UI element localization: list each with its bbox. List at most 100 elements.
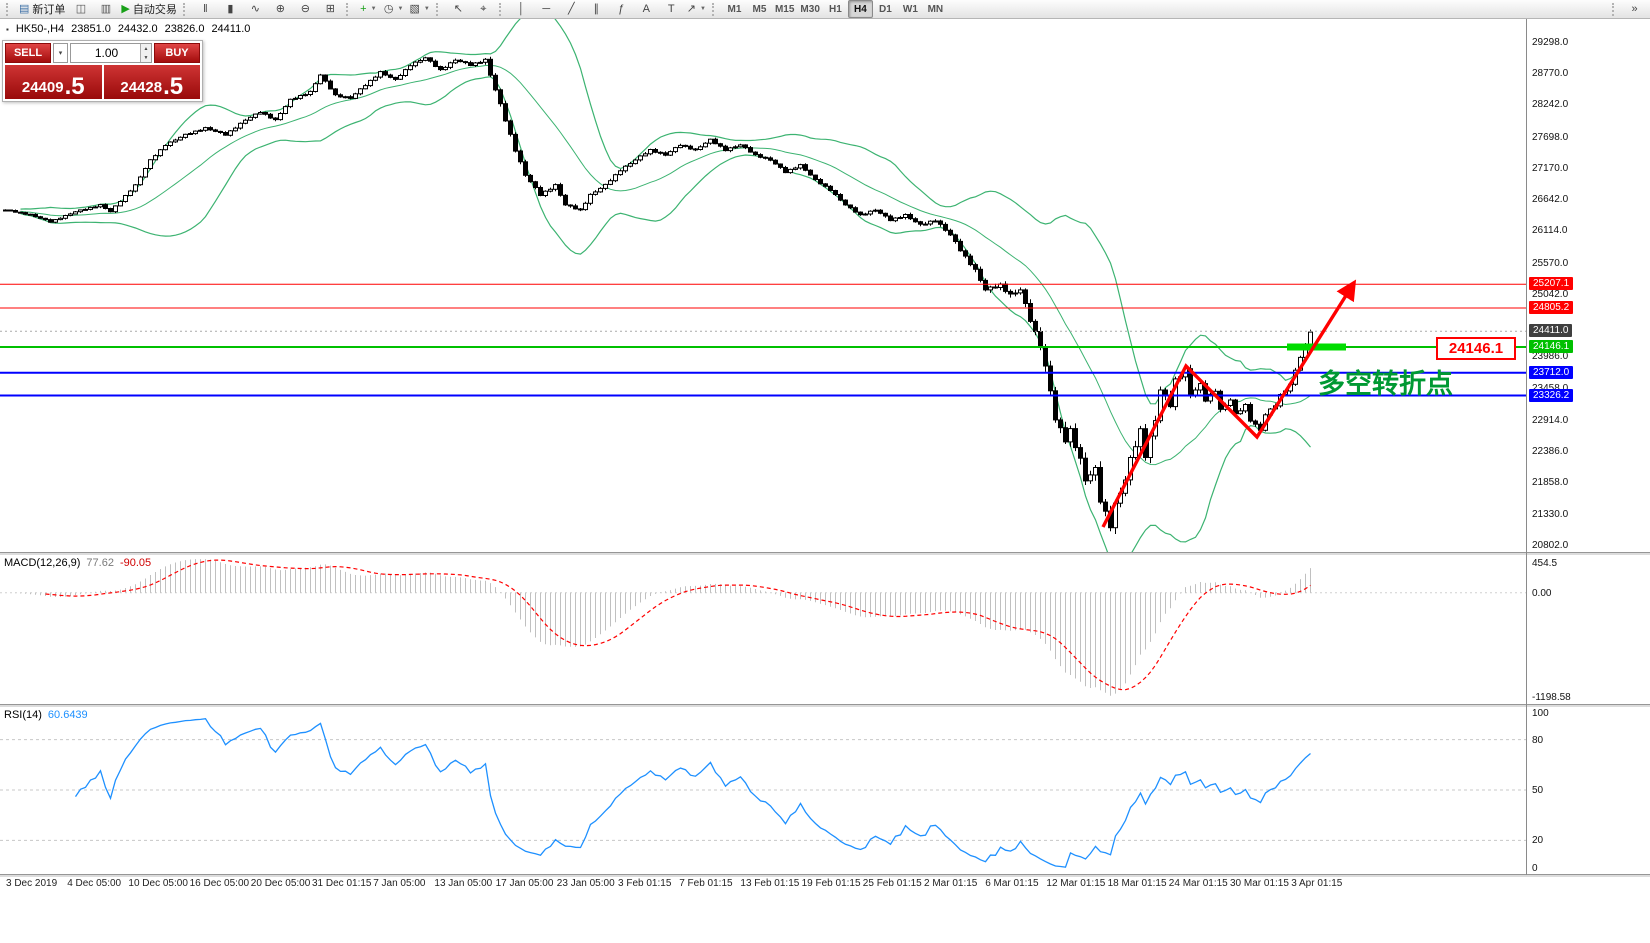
text-tool-icon: A — [642, 2, 650, 15]
channel-tool-button[interactable]: ∥ — [584, 0, 609, 18]
volume-field: ▲ ▼ — [70, 43, 152, 63]
bar-chart-button[interactable]: ‖ — [193, 0, 218, 18]
macd-label: MACD(12,26,9) 77.62 -90.05 — [4, 557, 151, 569]
text-tool-button[interactable]: A — [634, 0, 659, 18]
rsi-axis-tick: 0 — [1532, 863, 1538, 874]
price-axis-tick: 27698.0 — [1532, 131, 1569, 143]
symbol-ohlc-header: ▪ HK50-,H4 23851.0 24432.0 23826.0 24411… — [6, 23, 250, 35]
crosshair-tool-button[interactable]: ⌖ — [471, 0, 496, 18]
tf-w1-button[interactable]: W1 — [898, 0, 923, 18]
line-chart-button[interactable]: ∿ — [243, 0, 268, 18]
tf-m1-button[interactable]: M1 — [722, 0, 747, 18]
tf-m5-button[interactable]: M5 — [747, 0, 772, 18]
rsi-axis-tick: 100 — [1532, 708, 1549, 719]
main-chart-canvas[interactable]: 24146.1 多空转折点 — [0, 19, 1526, 552]
zoom-out-button[interactable]: ⊖ — [293, 0, 318, 18]
tf-h1-button-label: H1 — [828, 3, 842, 15]
price-axis-tick: 23986.0 — [1532, 351, 1569, 363]
price-scale-divider — [1526, 19, 1527, 875]
rsi-axis-tick: 20 — [1532, 835, 1544, 847]
zoom-in-button[interactable]: ⊕ — [268, 0, 293, 18]
market-watch-button[interactable]: ▥ — [93, 0, 118, 18]
chevron-down-icon: ▼ — [370, 6, 377, 12]
time-axis[interactable]: 3 Dec 2019 4 Dec 05:00 10 Dec 05:00 16 Dec … — [0, 876, 1650, 893]
panel-divider[interactable] — [0, 552, 1650, 555]
vertical-line-tool-button[interactable]: │ — [509, 0, 534, 18]
price-axis-tick: 29298.0 — [1532, 36, 1569, 48]
candlestick-chart-button[interactable]: ▮ — [218, 0, 243, 18]
toolbar-overflow-button[interactable]: » — [1622, 0, 1647, 18]
periods-button[interactable]: ◷ ▼ — [381, 0, 407, 18]
tile-windows-button[interactable]: ⊞ — [318, 0, 343, 18]
time-axis-label: 23 Jan 05:00 — [556, 878, 615, 889]
arrows-tool-button[interactable]: ↗ ▼ — [684, 0, 709, 18]
time-axis-label: 12 Mar 01:15 — [1046, 878, 1106, 889]
macd-signal-value: -90.05 — [119, 557, 152, 569]
chevron-down-icon: ▼ — [700, 6, 706, 12]
symbol-bullet-icon: ▪ — [6, 24, 9, 34]
new-order-button[interactable]: ▤ 新订单 — [16, 0, 68, 18]
toolbar: ▤ 新订单 ◫ ▥ ▶ 自动交易 ‖ ▮ ∿ ⊕ ⊖ ⊞ + ▼ ◷ ▼ ▧ ▼ ↖ ⌖ │ ─ ╱ ∥ ƒ A T ↗ ▼ M1 M5 M1… — [0, 0, 1650, 19]
panel-divider[interactable] — [0, 704, 1650, 707]
tf-mn-button[interactable]: MN — [923, 0, 948, 18]
price-axis-tick: 27170.0 — [1532, 162, 1569, 174]
templates-icon: ▧ — [409, 2, 420, 15]
indicators-button[interactable]: + ▼ — [356, 0, 381, 18]
sell-button[interactable]: SELL — [5, 43, 51, 63]
tf-m30-button-label: M30 — [800, 3, 820, 15]
time-axis-label: 4 Dec 05:00 — [67, 878, 122, 889]
tf-m30-button[interactable]: M30 — [797, 0, 822, 18]
horizontal-line-tool-button[interactable]: ─ — [534, 0, 559, 18]
bar-low-value: 23826.0 — [164, 23, 205, 35]
tf-h1-button[interactable]: H1 — [823, 0, 848, 18]
buy-price-display[interactable]: 24428.5 — [103, 65, 200, 99]
bar-close-value: 24411.0 — [211, 23, 251, 35]
price-scale[interactable]: 29298.0 28770.0 28242.0 27698.0 27170.0 26642… — [1528, 19, 1650, 875]
volume-up-button[interactable]: ▲ — [140, 44, 151, 53]
tf-d1-button[interactable]: D1 — [873, 0, 898, 18]
time-axis-label: 19 Feb 01:15 — [801, 878, 861, 889]
price-axis-tick: 25570.0 — [1532, 257, 1569, 269]
time-axis-label: 3 Apr 01:15 — [1291, 878, 1343, 889]
time-axis-label: 24 Mar 01:15 — [1168, 878, 1228, 889]
price-axis-tick: 21858.0 — [1532, 477, 1569, 489]
candlestick-chart-icon: ▮ — [227, 2, 234, 15]
text-label-tool-button[interactable]: T — [659, 0, 684, 18]
macd-axis-tick: -1198.58 — [1532, 692, 1571, 703]
chevron-down-icon: ▼ — [423, 6, 430, 12]
trendline-tool-button[interactable]: ╱ — [559, 0, 584, 18]
periods-icon: ◷ — [383, 2, 394, 15]
rsi-axis-tick: 80 — [1532, 734, 1544, 746]
time-axis-label: 3 Feb 01:15 — [618, 878, 672, 889]
new-order-button-label: 新订单 — [32, 4, 66, 16]
crosshair-tool-icon: ⌖ — [480, 2, 487, 15]
charts-window-button[interactable]: ◫ — [68, 0, 93, 18]
tf-h4-button[interactable]: H4 — [847, 0, 873, 18]
rsi-axis-tick: 50 — [1532, 785, 1544, 796]
macd-panel-canvas[interactable] — [0, 554, 1526, 704]
time-axis-label: 7 Jan 05:00 — [373, 878, 426, 889]
time-axis-label: 25 Feb 01:15 — [862, 878, 922, 889]
auto-trading-button[interactable]: ▶ 自动交易 — [118, 0, 179, 18]
time-axis-label: 10 Dec 05:00 — [128, 878, 188, 889]
price-level-chip: 25207.1 — [1529, 277, 1574, 291]
rsi-panel-canvas[interactable] — [0, 706, 1526, 874]
templates-button[interactable]: ▧ ▼ — [406, 0, 432, 18]
time-axis-label: 17 Jan 05:00 — [495, 878, 554, 889]
zoom-in-icon: ⊕ — [275, 2, 285, 15]
toolbar-grip — [498, 2, 506, 16]
auto-trading-button-label: 自动交易 — [132, 4, 177, 16]
volume-dropdown[interactable]: ▾ — [53, 43, 68, 63]
tf-m15-button[interactable]: M15 — [772, 0, 797, 18]
buy-button[interactable]: BUY — [154, 43, 200, 63]
volume-down-button[interactable]: ▼ — [140, 53, 151, 62]
volume-input[interactable] — [71, 44, 151, 62]
sell-price-display[interactable]: 24409.5 — [5, 65, 102, 99]
cursor-tool-button[interactable]: ↖ — [446, 0, 471, 18]
toolbar-grip — [435, 2, 443, 16]
symbol-period-label: HK50-,H4 — [15, 23, 65, 35]
price-axis-tick: 26642.0 — [1532, 194, 1569, 206]
fibonacci-tool-button[interactable]: ƒ — [609, 0, 634, 18]
tf-w1-button-label: W1 — [902, 3, 918, 15]
time-axis-label: 3 Dec 2019 — [6, 878, 58, 889]
